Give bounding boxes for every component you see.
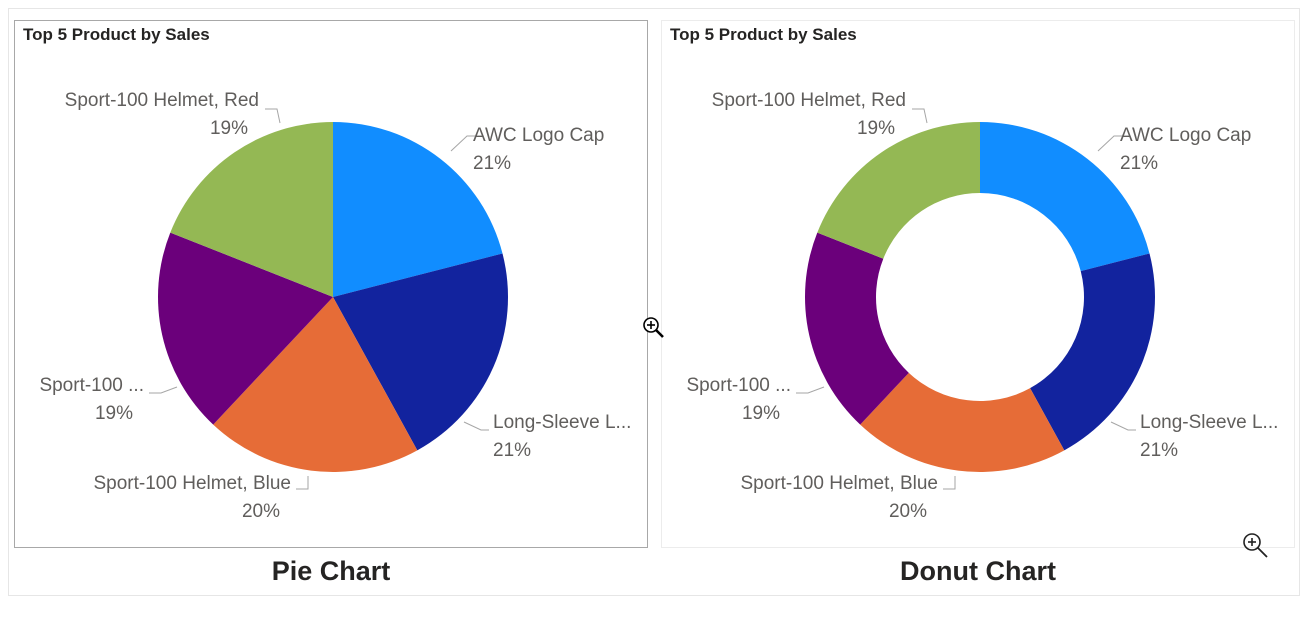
report-canvas bbox=[8, 8, 1300, 596]
data-label-category: AWC Logo Cap bbox=[473, 125, 604, 146]
pie-chart[interactable]: AWC Logo Cap 21% Long-Sleeve L... 21% Sport-… bbox=[15, 21, 649, 549]
pie-chart-visual[interactable]: Top 5 Product by Sales AWC Logo Cap 21% Lo… bbox=[14, 20, 648, 548]
data-label-value: 20% bbox=[889, 501, 927, 522]
data-label-category: Long-Sleeve L... bbox=[493, 412, 631, 433]
data-label-category: Sport-100 Helmet, Blue bbox=[741, 473, 939, 494]
pie-slice-sport-100-helmet-red[interactable] bbox=[170, 122, 333, 297]
data-label-value: 20% bbox=[242, 501, 280, 522]
leader-line bbox=[1097, 135, 1122, 152]
data-label-value: 19% bbox=[742, 403, 780, 424]
donut-chart-visual[interactable]: Top 5 Product by Sales AWC Logo Cap 21% Lo… bbox=[661, 20, 1295, 548]
donut-segment-awc-logo-cap[interactable] bbox=[980, 122, 1150, 272]
leader-line bbox=[796, 386, 825, 394]
chart-title: Top 5 Product by Sales bbox=[23, 25, 210, 44]
data-label-category: Sport-100 Helmet, Red bbox=[65, 90, 259, 111]
data-label-category: Sport-100 ... bbox=[39, 375, 144, 396]
data-label-value: 21% bbox=[473, 153, 511, 174]
data-label-value: 19% bbox=[210, 118, 248, 139]
pie-slice-sport-100-helmet-blue[interactable] bbox=[213, 297, 418, 472]
data-label-value: 21% bbox=[493, 440, 531, 461]
leader-line bbox=[149, 386, 178, 394]
pie-chart-caption: Pie Chart bbox=[271, 556, 391, 586]
data-label-value: 21% bbox=[1140, 440, 1178, 461]
zoom-in-icon[interactable] bbox=[1240, 530, 1272, 562]
data-label-category: Sport-100 ... bbox=[686, 375, 791, 396]
leader-line bbox=[943, 476, 956, 490]
leader-line bbox=[463, 421, 489, 431]
donut-segment-sport-100-helmet-red[interactable] bbox=[817, 122, 980, 259]
data-label-category: Sport-100 Helmet, Blue bbox=[94, 473, 292, 494]
donut-segment-long-sleeve-l[interactable] bbox=[1030, 253, 1155, 451]
pie-slice-sport-100[interactable] bbox=[157, 232, 333, 425]
donut-chart[interactable]: AWC Logo Cap 21% Long-Sleeve L... 21% Sport-… bbox=[662, 21, 1296, 549]
leader-line bbox=[450, 135, 475, 152]
leader-line bbox=[296, 476, 309, 490]
zoom-cursor-icon bbox=[643, 317, 664, 338]
data-label-category: AWC Logo Cap bbox=[1120, 125, 1251, 146]
leader-line bbox=[912, 108, 928, 124]
data-label-category: Long-Sleeve L... bbox=[1140, 412, 1278, 433]
leader-line bbox=[1110, 421, 1136, 431]
data-label-category: Sport-100 Helmet, Red bbox=[712, 90, 906, 111]
donut-chart-caption: Donut Chart bbox=[900, 556, 1056, 586]
donut-segment-sport-100[interactable] bbox=[805, 232, 909, 425]
pie-slice-long-sleeve-l[interactable] bbox=[333, 253, 508, 451]
data-label-value: 19% bbox=[95, 403, 133, 424]
donut-segment-sport-100-helmet-blue[interactable] bbox=[860, 372, 1065, 472]
data-label-value: 21% bbox=[1120, 153, 1158, 174]
leader-line bbox=[265, 108, 281, 124]
data-label-value: 19% bbox=[857, 118, 895, 139]
pie-slice-awc-logo-cap[interactable] bbox=[333, 122, 503, 297]
chart-title: Top 5 Product by Sales bbox=[670, 25, 857, 44]
